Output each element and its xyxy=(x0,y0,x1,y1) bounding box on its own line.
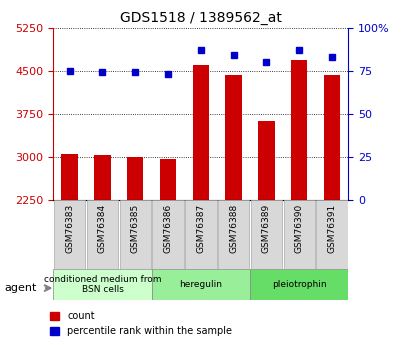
Bar xyxy=(160,159,176,200)
FancyBboxPatch shape xyxy=(152,200,183,269)
Text: GSM76387: GSM76387 xyxy=(196,204,205,253)
FancyBboxPatch shape xyxy=(87,200,118,269)
Bar xyxy=(61,154,78,200)
Bar xyxy=(258,121,274,200)
Title: GDS1518 / 1389562_at: GDS1518 / 1389562_at xyxy=(120,11,281,25)
FancyBboxPatch shape xyxy=(185,200,216,269)
Text: conditioned medium from
BSN cells: conditioned medium from BSN cells xyxy=(44,275,161,294)
Text: GSM76389: GSM76389 xyxy=(261,204,270,253)
Text: pleiotrophin: pleiotrophin xyxy=(271,280,326,289)
Text: GSM76391: GSM76391 xyxy=(327,204,336,253)
Bar xyxy=(94,155,110,200)
FancyBboxPatch shape xyxy=(250,200,281,269)
Legend: count, percentile rank within the sample: count, percentile rank within the sample xyxy=(46,307,236,340)
Bar xyxy=(290,60,307,200)
FancyBboxPatch shape xyxy=(283,200,314,269)
FancyBboxPatch shape xyxy=(151,269,249,300)
Bar xyxy=(127,157,143,200)
FancyBboxPatch shape xyxy=(53,269,151,300)
Text: GSM76388: GSM76388 xyxy=(229,204,238,253)
Bar xyxy=(192,65,209,200)
Text: GSM76383: GSM76383 xyxy=(65,204,74,253)
Text: GSM76385: GSM76385 xyxy=(130,204,139,253)
Text: GSM76386: GSM76386 xyxy=(163,204,172,253)
FancyBboxPatch shape xyxy=(316,200,347,269)
FancyBboxPatch shape xyxy=(54,200,85,269)
Text: agent: agent xyxy=(4,283,36,293)
Text: heregulin: heregulin xyxy=(179,280,222,289)
Bar xyxy=(323,75,339,200)
Text: GSM76384: GSM76384 xyxy=(98,204,107,253)
Bar xyxy=(225,75,241,200)
FancyBboxPatch shape xyxy=(218,200,249,269)
FancyBboxPatch shape xyxy=(119,200,151,269)
Text: GSM76390: GSM76390 xyxy=(294,204,303,253)
FancyBboxPatch shape xyxy=(249,269,348,300)
